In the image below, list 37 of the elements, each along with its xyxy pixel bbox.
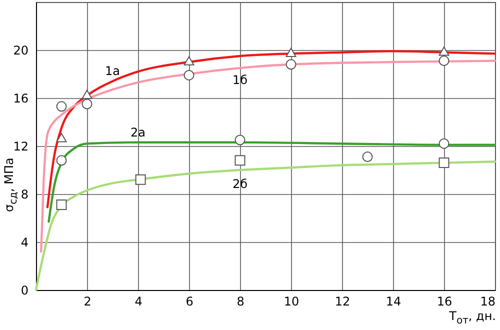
point — [184, 56, 194, 66]
x-tick-label: 8 — [236, 294, 244, 308]
point — [56, 132, 67, 142]
point — [438, 46, 450, 56]
point — [184, 70, 194, 80]
series-label: 2а — [130, 125, 146, 140]
x-tick-label: 16 — [436, 294, 452, 308]
series-label: 2б — [232, 177, 248, 191]
x-tick-label: 12 — [334, 294, 350, 308]
point — [438, 56, 450, 66]
x-tick-label: 10 — [284, 294, 300, 308]
point — [56, 155, 67, 166]
point — [286, 59, 296, 70]
line-series — [40, 60, 496, 253]
point — [82, 98, 92, 110]
point — [234, 155, 246, 166]
point — [82, 90, 92, 100]
series-label: 1а — [105, 64, 120, 78]
y-tick-label: 20 — [13, 44, 28, 58]
y-tick-label: 12 — [13, 140, 28, 154]
series-label: 1б — [232, 73, 248, 87]
y-tick-label: 8 — [20, 188, 28, 202]
x-tick-label: 14 — [386, 294, 402, 308]
x-axis-title: T$_{от}$, дн. — [449, 309, 496, 326]
y-tick-label: 0 — [20, 284, 28, 298]
point — [234, 134, 246, 146]
x-tick-label: 2 — [84, 294, 92, 308]
y-tick-label: 16 — [13, 92, 28, 106]
point — [438, 158, 450, 168]
x-tick-label: 6 — [186, 294, 194, 308]
point — [135, 174, 146, 185]
point — [438, 138, 450, 149]
point — [286, 48, 296, 58]
x-tick-label: 18 — [480, 294, 496, 308]
x-tick-label: 4 — [134, 294, 142, 308]
y-tick-label: 4 — [20, 236, 28, 250]
point — [56, 200, 67, 210]
